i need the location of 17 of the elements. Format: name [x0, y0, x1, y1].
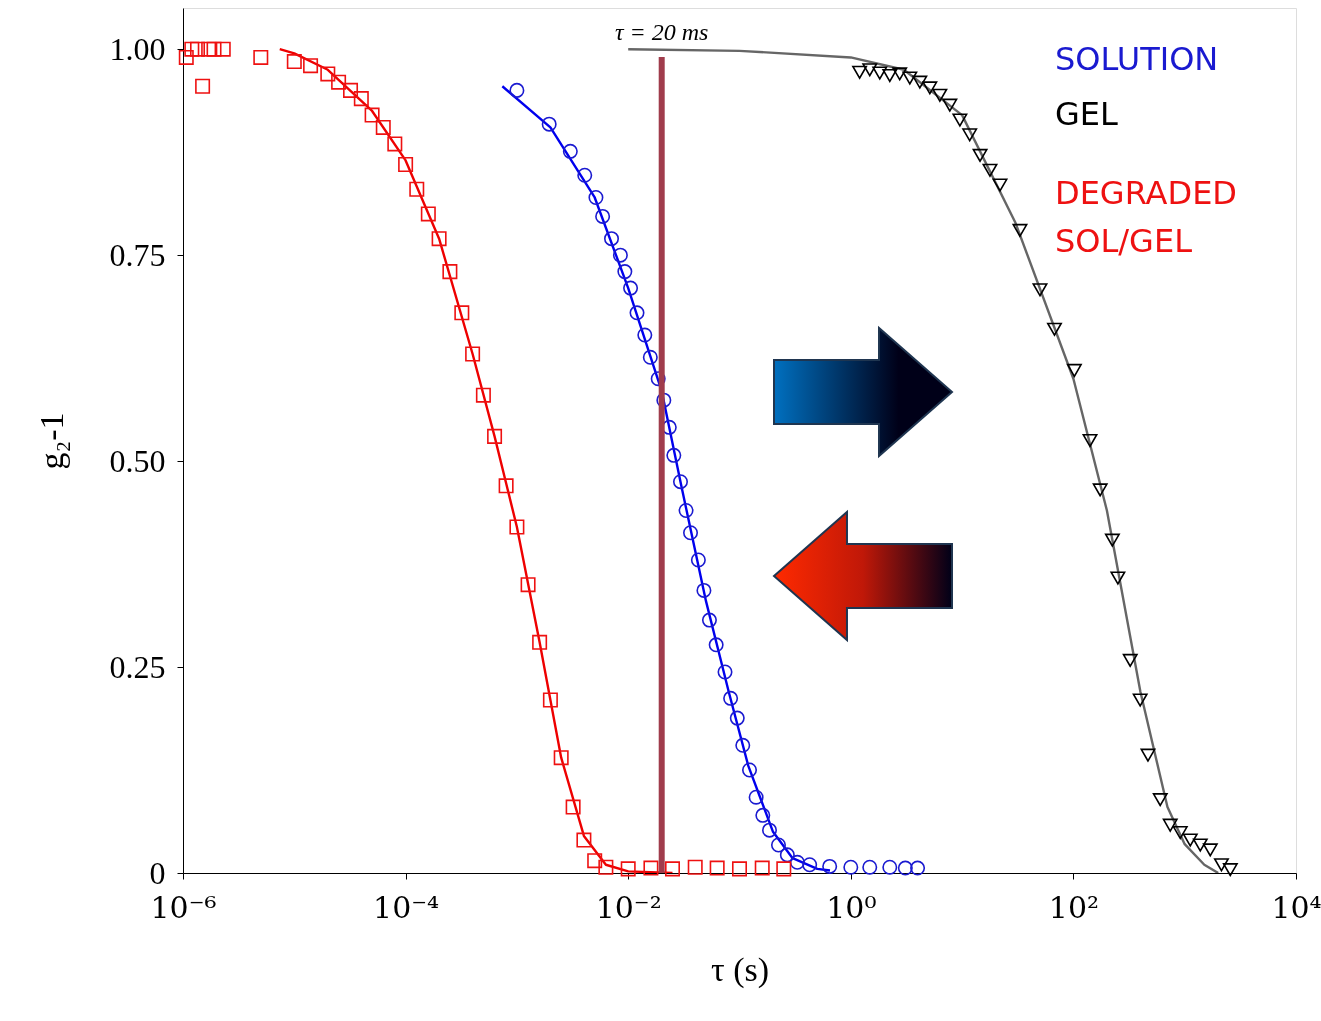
text: SOLUTION [1055, 40, 1219, 78]
y-tick-label: 0 [149, 854, 166, 891]
x-tick-label: 10⁻⁶ [150, 889, 217, 925]
ref-line-label: τ = 20 ms [614, 19, 709, 45]
text: DEGRADED SOL/GEL [1055, 174, 1237, 260]
y-tick-label: 1.00 [109, 30, 166, 67]
x-tick-label: 10⁴ [1271, 889, 1321, 925]
y-tick-label: 0.50 [109, 442, 166, 479]
x-tick-label: 10⁰ [826, 889, 877, 925]
x-tick-label: 10⁻⁴ [373, 889, 440, 925]
y-tick-label: 0.25 [109, 648, 166, 685]
x-tick-label: 10² [1048, 889, 1099, 925]
y-axis-title: g₂-1 [32, 412, 70, 470]
y-tick-label: 0.75 [109, 236, 166, 273]
x-tick-label: 10⁻² [595, 889, 662, 925]
text: GEL [1055, 95, 1119, 133]
x-axis-title: τ (s) [710, 950, 770, 989]
